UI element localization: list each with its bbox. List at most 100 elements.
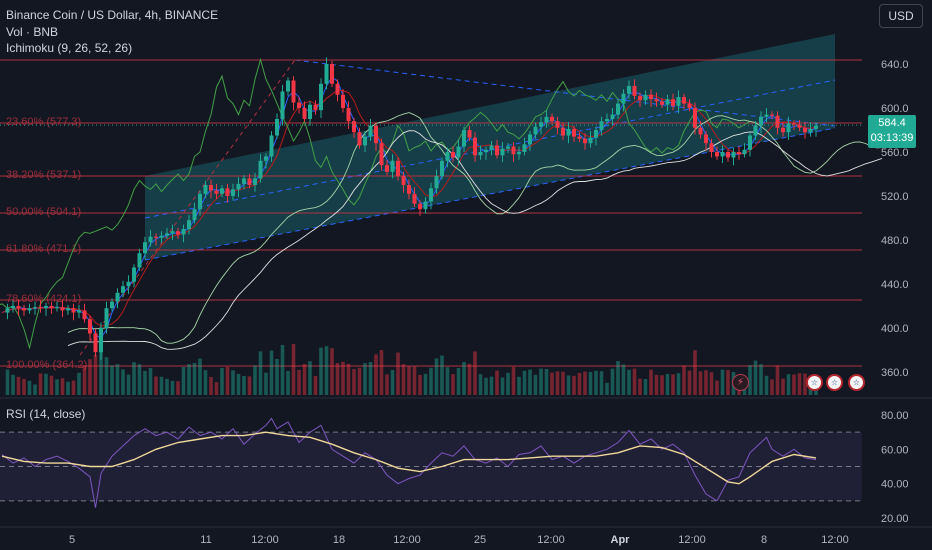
lightning-icon[interactable]: ⚡ [732, 374, 749, 391]
candle-body [533, 126, 538, 135]
candle-body [764, 114, 769, 117]
candle-body [720, 152, 725, 157]
candle-body [357, 132, 362, 146]
candle-body [671, 99, 675, 106]
volume-bar [407, 366, 411, 395]
candle-body [539, 122, 543, 127]
candle-body [704, 134, 708, 144]
volume-bar [616, 361, 620, 395]
volume-bar [566, 375, 571, 395]
candle-body [473, 137, 477, 156]
fib-label: 61.80% (471.1) [6, 243, 81, 255]
candle-body [726, 152, 730, 158]
volume-bar [764, 375, 769, 395]
fib-label: 100.00% (364.2) [6, 359, 87, 371]
candle-body [753, 125, 758, 136]
volume-bar [280, 345, 285, 395]
volume-bar [478, 374, 483, 395]
volume-bar [236, 374, 241, 395]
us-flag-icon[interactable]: ☆ [826, 374, 843, 391]
candle-body [308, 104, 312, 119]
volume-bar [71, 380, 76, 395]
volume-bar [330, 348, 334, 395]
candle-body [5, 308, 10, 313]
volume-bar [341, 361, 345, 395]
candle-body [621, 93, 626, 104]
volume-bar [115, 364, 120, 395]
volume-bar [583, 371, 587, 395]
candle-body [143, 242, 147, 254]
volume-bar [214, 382, 219, 395]
candle-body [550, 116, 554, 122]
volume-bar [676, 373, 681, 395]
volume-bar [528, 369, 532, 395]
volume-bar [22, 378, 26, 395]
candle-body [330, 64, 334, 84]
volume-bars [5, 344, 818, 395]
volume-bar [753, 360, 758, 395]
volume-bar [143, 371, 147, 395]
candle-body [16, 306, 21, 309]
candle-body [407, 185, 411, 194]
volume-bar [792, 374, 796, 395]
candle-body [132, 267, 136, 282]
time-tick-label: 11 [200, 534, 211, 546]
volume-bar [253, 365, 257, 395]
candle-body [159, 235, 164, 238]
candle-body [275, 119, 279, 136]
channel-lower-line [144, 127, 836, 261]
volume-bar [110, 365, 114, 395]
time-tick-label: 25 [474, 534, 486, 546]
rsi-tick-label: 80.00 [881, 410, 909, 422]
candle-body [803, 127, 807, 133]
time-tick-label: 5 [69, 534, 75, 546]
volume-bar [588, 372, 593, 395]
candle-body [187, 220, 191, 229]
candle-body [451, 152, 455, 158]
candle-body [396, 160, 400, 177]
volume-bar [715, 380, 719, 395]
volume-bar [654, 374, 659, 395]
lagging-span [0, 57, 751, 350]
candle-body [489, 145, 494, 150]
volume-bar [27, 380, 32, 395]
candle-body [352, 121, 356, 133]
currency-button[interactable]: USD [879, 4, 923, 28]
candle-body [225, 188, 230, 196]
candle-body [588, 137, 593, 144]
volume-bar [363, 363, 367, 395]
volume-bar [484, 377, 488, 395]
volume-bar [671, 374, 675, 395]
volume-bar [781, 378, 785, 395]
candle-body [577, 136, 582, 139]
volume-bar [434, 358, 439, 395]
rsi-legend[interactable]: RSI (14, close) [6, 407, 86, 421]
volume-bar [313, 376, 318, 395]
volume-bar [594, 370, 598, 395]
volume-bar [401, 364, 406, 395]
volume-bar [319, 347, 323, 395]
volume-bar [511, 366, 516, 395]
volume-bar [638, 378, 642, 395]
volume-bar [291, 344, 296, 395]
candle-body [731, 152, 736, 158]
us-flag-icon[interactable]: ☆ [806, 374, 823, 391]
candle-body [335, 83, 340, 95]
volume-bar [275, 359, 279, 395]
price-tick-label: 520.0 [881, 191, 909, 203]
candle-body [511, 146, 516, 155]
volume-bar [104, 357, 109, 395]
time-tick-label: 12:00 [393, 534, 421, 546]
fib-label: 38.20% (537.1) [6, 169, 81, 181]
us-flag-icon[interactable]: ☆ [848, 374, 865, 391]
volume-bar [121, 369, 125, 395]
time-tick-label: 12:00 [251, 534, 279, 546]
ichimoku-legend[interactable]: Ichimoku (9, 26, 52, 26) [6, 41, 133, 55]
volume-legend[interactable]: Vol · BNB [6, 25, 59, 39]
volume-bar [489, 376, 494, 395]
candle-body [687, 103, 692, 108]
volume-bar [544, 369, 549, 395]
candle-body [374, 125, 378, 144]
candle-body [792, 123, 796, 125]
